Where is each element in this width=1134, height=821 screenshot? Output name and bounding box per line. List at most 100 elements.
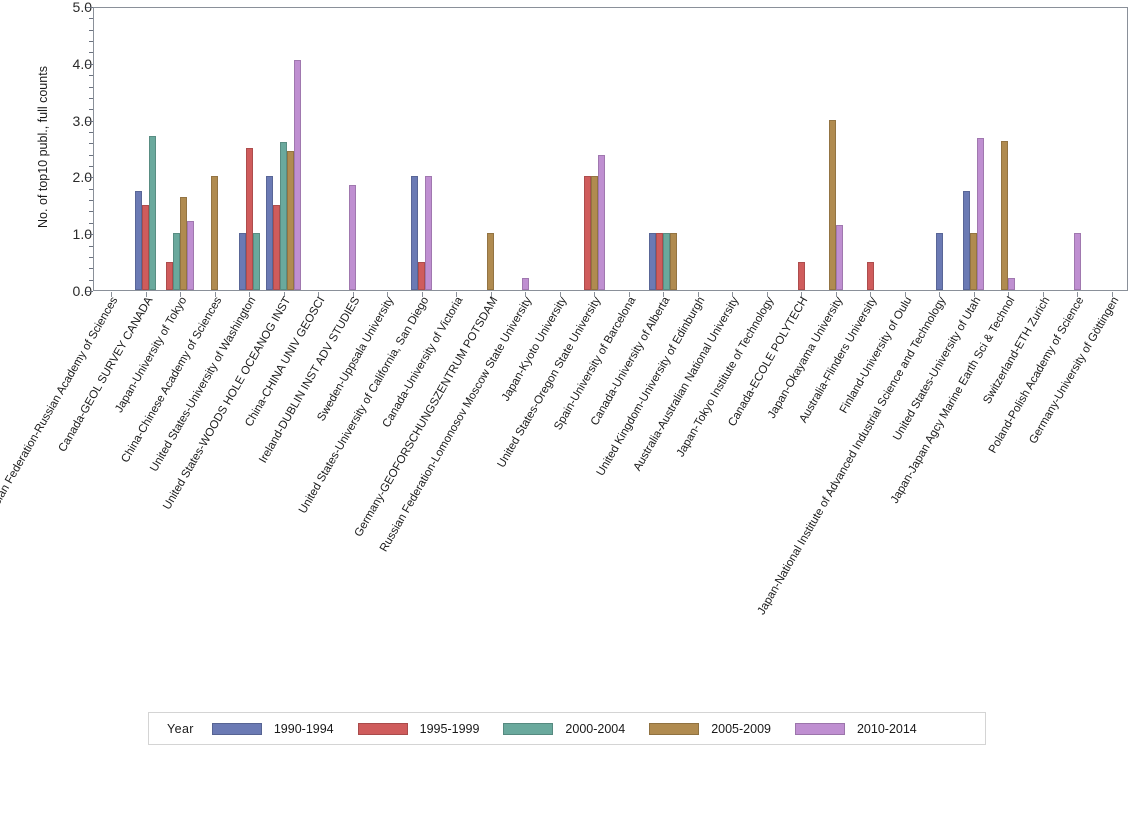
plot-area [93,7,1128,297]
x-tick-mark [318,292,320,297]
bar [597,155,605,290]
bar [411,176,419,290]
bars-container [94,8,1127,297]
x-tick-mark [249,292,251,297]
x-tick-mark [525,292,527,297]
y-tick-minor-mark [89,279,93,281]
x-tick-mark [1042,292,1044,297]
bar [663,233,671,290]
x-tick-mark [973,292,975,297]
bar [349,184,357,290]
legend-entry[interactable]: 2010-2014 [794,722,917,736]
bar [245,148,253,290]
y-tick-minor-mark [89,52,93,54]
legend-color-swatch [357,722,408,735]
x-tick-mark [594,292,596,297]
x-tick-mark [732,292,734,297]
y-tick-minor-mark [89,109,93,111]
x-tick-mark [835,292,837,297]
legend-label: 1995-1999 [419,721,480,736]
bar [149,135,157,290]
bar [521,277,529,290]
y-tick-minor-mark [89,188,93,190]
y-tick-minor-mark [89,222,93,224]
y-tick-mark [86,120,93,122]
y-tick-minor-mark [89,131,93,133]
legend-label: 2000-2004 [565,721,626,736]
x-tick-mark [801,292,803,297]
y-tick-mark [86,234,93,236]
legend-entry[interactable]: 1995-1999 [357,721,480,736]
legend-color-swatch [649,722,700,735]
y-tick-label: 4.0 [72,55,92,72]
x-tick-mark [145,292,147,297]
bar [963,190,971,290]
legend-entry[interactable]: 2005-2009 [649,722,771,736]
bar [173,233,181,290]
y-tick-minor-mark [89,200,93,202]
y-tick-minor-mark [89,29,93,31]
bar [649,233,657,290]
x-tick-mark [870,292,872,297]
bar [977,137,985,290]
bar [287,150,295,290]
bar [866,261,874,290]
y-tick-minor-mark [89,211,93,213]
y-tick-label: 5.0 [72,0,92,15]
legend-entries: 1990-1994 1995-1999 2000-2004 2005-2009 2010… [211,721,941,736]
y-tick-minor-mark [89,268,93,270]
bar [273,204,281,290]
bar [425,176,433,290]
x-tick-mark [904,292,906,297]
bar [583,176,591,290]
bar [656,233,664,290]
bar [180,197,188,290]
legend-entry[interactable]: 1990-1994 [211,722,334,736]
y-tick-label: 1.0 [72,226,92,243]
y-tick-label: 2.0 [72,169,92,186]
bar [1073,233,1081,290]
y-tick-minor-mark [89,166,93,168]
bar [1008,277,1016,290]
bar [266,176,274,290]
x-tick-mark [352,292,354,297]
bar [142,204,150,290]
bar [252,233,260,290]
bar [935,233,943,290]
x-tick-mark [421,292,423,297]
bar [238,233,246,290]
bar [1001,140,1009,290]
chart-legend: Year 1990-1994 1995-1999 2000-2004 2005-200… [148,712,986,745]
legend-title: Year [167,721,194,736]
bar [835,224,843,290]
x-tick-mark [628,292,630,297]
bar [135,190,143,290]
legend-color-swatch [794,722,845,735]
bar [280,142,288,290]
y-tick-mark [86,291,93,292]
legend-entry[interactable]: 2000-2004 [503,722,625,736]
x-tick-mark [697,292,699,297]
x-axis-labels: Russian Federation-Russian Academy of Sc… [0,291,1134,701]
y-tick-minor-mark [89,97,93,99]
y-axis-title: No. of top10 publ., full counts [36,66,50,228]
bar [187,220,195,290]
x-tick-mark [559,292,561,297]
x-tick-mark [456,292,458,297]
x-tick-mark [1111,292,1113,297]
bar [828,119,836,290]
x-tick-mark [1077,292,1079,297]
bar [970,233,978,290]
legend-label: 2005-2009 [711,721,771,736]
y-tick-mark [86,7,93,8]
legend-color-swatch [211,722,262,735]
y-tick-minor-mark [89,41,93,43]
x-tick-mark [1008,292,1010,297]
bar [418,261,426,290]
x-tick-mark [214,292,216,297]
y-tick-minor-mark [89,143,93,145]
y-tick-mark [86,177,93,179]
y-tick-label: 0.0 [72,283,92,299]
y-tick-minor-mark [89,18,93,20]
x-tick-mark [490,292,492,297]
